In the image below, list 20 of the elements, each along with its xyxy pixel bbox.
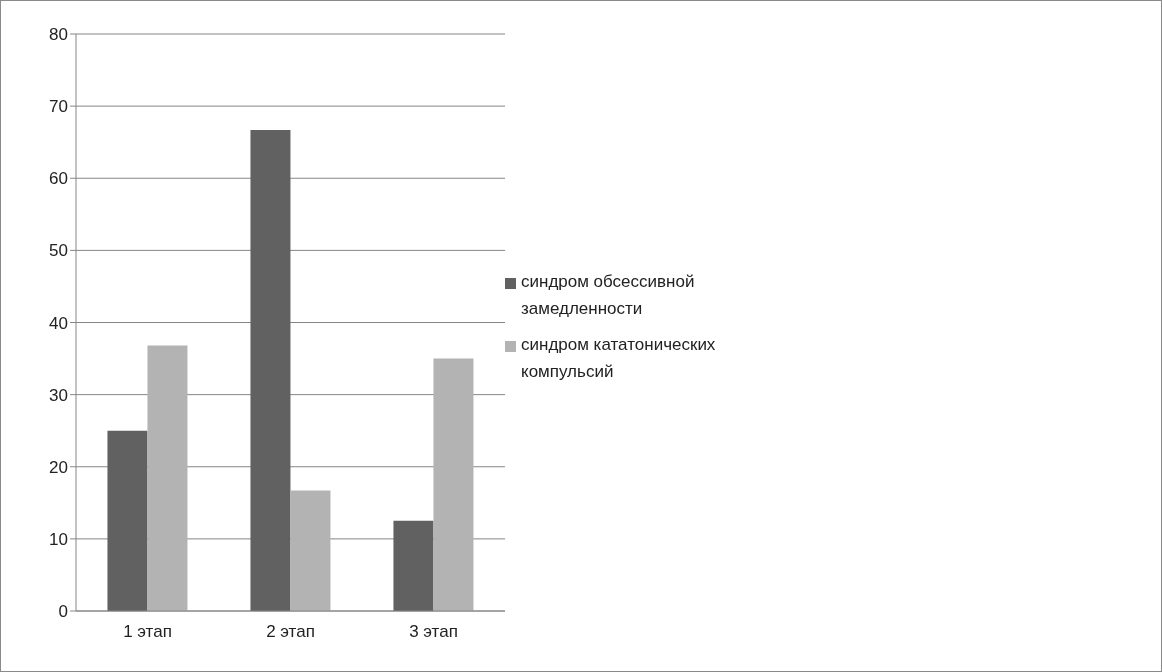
- legend-label: синдром кататонических компульсий: [521, 334, 717, 383]
- bar: [107, 430, 148, 611]
- y-tick-label: 0: [58, 602, 68, 622]
- legend-label: синдром обсессивной замедленности: [521, 271, 696, 320]
- y-tick-label: 60: [49, 169, 68, 189]
- y-tick-label: 20: [49, 457, 68, 477]
- x-tick-label: 3 этап: [409, 622, 458, 642]
- bar: [433, 358, 474, 611]
- bar: [147, 345, 188, 611]
- y-tick-label: 70: [49, 97, 68, 117]
- x-tick-label: 2 этап: [266, 622, 315, 642]
- bar: [393, 520, 434, 611]
- y-tick-label: 10: [49, 529, 68, 549]
- y-tick-label: 40: [49, 313, 68, 333]
- bar: [250, 129, 291, 611]
- y-tick-label: 50: [49, 241, 68, 261]
- x-tick-label: 1 этап: [123, 622, 172, 642]
- y-tick-label: 80: [49, 25, 68, 45]
- y-tick-label: 30: [49, 385, 68, 405]
- bar: [290, 490, 331, 611]
